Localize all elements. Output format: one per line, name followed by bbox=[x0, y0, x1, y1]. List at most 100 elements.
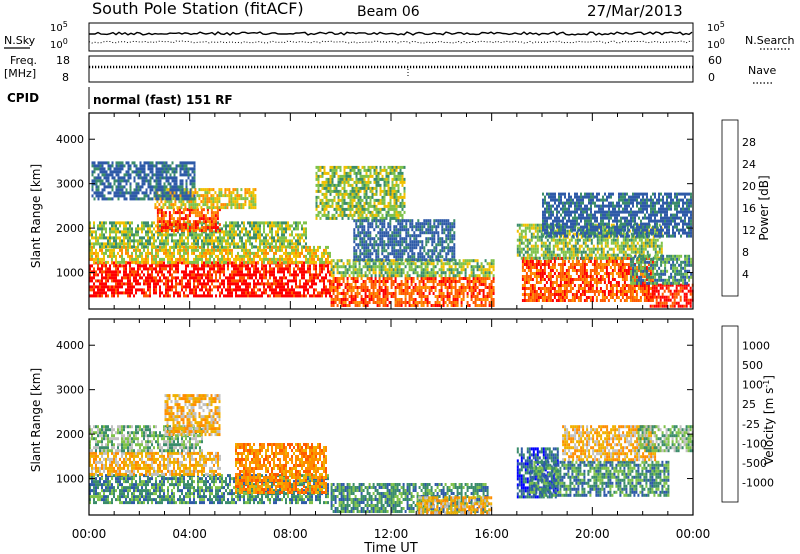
range-cell bbox=[281, 227, 283, 231]
range-cell bbox=[181, 288, 183, 292]
range-cell bbox=[275, 279, 277, 283]
range-cell bbox=[390, 259, 393, 263]
range-cell bbox=[135, 191, 138, 195]
range-cell bbox=[287, 282, 289, 286]
range-cell bbox=[330, 271, 333, 275]
range-cell bbox=[323, 254, 325, 258]
range-cell bbox=[337, 195, 340, 199]
range-cell bbox=[165, 239, 167, 243]
range-cell bbox=[395, 180, 398, 184]
range-cell bbox=[424, 277, 427, 280]
range-cell bbox=[243, 248, 245, 252]
range-cell bbox=[336, 268, 339, 272]
range-cell bbox=[145, 161, 148, 165]
range-cell bbox=[335, 165, 338, 169]
range-cell bbox=[418, 283, 421, 286]
range-cell bbox=[194, 226, 197, 230]
range-cell bbox=[372, 283, 375, 286]
range-cell bbox=[357, 168, 360, 172]
range-cell bbox=[484, 286, 487, 289]
range-cell bbox=[412, 271, 415, 275]
range-cell bbox=[468, 289, 471, 292]
range-cell bbox=[153, 239, 155, 243]
range-cell bbox=[251, 221, 253, 225]
range-cell bbox=[235, 233, 237, 237]
range-cell bbox=[323, 201, 326, 205]
range-cell bbox=[374, 280, 377, 283]
range-cell bbox=[330, 298, 333, 301]
range-cell bbox=[404, 304, 407, 307]
range-cell bbox=[408, 304, 411, 307]
range-cell bbox=[133, 197, 136, 201]
range-cell bbox=[424, 268, 427, 272]
range-cell bbox=[129, 288, 131, 292]
range-cell bbox=[121, 279, 123, 283]
range-cell bbox=[219, 270, 221, 274]
range-cell bbox=[143, 182, 146, 186]
range-cell bbox=[299, 282, 301, 286]
range-cell bbox=[367, 234, 370, 238]
range-cell bbox=[341, 192, 344, 196]
range-cell bbox=[235, 260, 237, 264]
range-cell bbox=[402, 262, 405, 266]
range-cell bbox=[145, 282, 147, 286]
range-cell bbox=[223, 239, 225, 243]
range-cell bbox=[97, 264, 99, 268]
range-cell bbox=[135, 291, 137, 295]
range-cell bbox=[447, 222, 450, 226]
range-cell bbox=[123, 260, 125, 264]
range-cell bbox=[187, 257, 189, 261]
range-cell bbox=[368, 268, 371, 272]
range-cell bbox=[484, 298, 487, 301]
range-cell bbox=[269, 270, 271, 274]
range-cell bbox=[247, 251, 249, 255]
range-cell bbox=[115, 161, 118, 165]
range-cell bbox=[167, 291, 169, 295]
range-cell bbox=[127, 191, 130, 195]
range-cell bbox=[111, 185, 114, 189]
range-cell bbox=[97, 161, 100, 165]
range-cell bbox=[185, 188, 188, 192]
range-cell bbox=[241, 261, 243, 265]
range-cell bbox=[105, 170, 108, 174]
range-cell bbox=[383, 180, 386, 184]
range-cell bbox=[408, 277, 411, 280]
range-cell bbox=[143, 167, 146, 171]
range-cell bbox=[253, 257, 255, 261]
range-cell bbox=[223, 267, 225, 271]
range-cell bbox=[129, 270, 131, 274]
range-cell bbox=[379, 222, 382, 226]
range-cell bbox=[329, 294, 331, 298]
range-cell bbox=[478, 304, 481, 307]
range-cell bbox=[257, 224, 259, 228]
range-cell bbox=[445, 225, 448, 229]
range-cell bbox=[325, 248, 327, 252]
range-cell bbox=[171, 264, 173, 268]
range-cell bbox=[427, 219, 430, 223]
range-cell bbox=[137, 245, 139, 249]
range-cell bbox=[220, 203, 223, 207]
range-cell bbox=[364, 262, 367, 266]
range-cell bbox=[321, 165, 324, 169]
range-cell bbox=[319, 260, 321, 264]
range-cell bbox=[263, 224, 265, 228]
range-cell bbox=[229, 282, 231, 286]
range-cell bbox=[365, 192, 368, 196]
range-cell bbox=[400, 283, 403, 286]
range-cell bbox=[329, 186, 332, 190]
range-cell bbox=[195, 236, 197, 240]
range-cell bbox=[89, 279, 91, 283]
range-cell bbox=[329, 168, 332, 172]
range-cell bbox=[408, 301, 411, 304]
range-cell bbox=[281, 291, 283, 295]
range-cell bbox=[319, 168, 322, 172]
range-cell bbox=[141, 197, 144, 201]
range-cell bbox=[101, 294, 103, 298]
range-cell bbox=[370, 295, 373, 298]
range-cell bbox=[486, 295, 489, 298]
range-cell bbox=[164, 229, 167, 233]
range-cell bbox=[313, 294, 315, 298]
range-cell bbox=[399, 210, 402, 214]
nsky-left-tick-top: 105 bbox=[50, 20, 68, 34]
range-cell bbox=[376, 301, 379, 304]
